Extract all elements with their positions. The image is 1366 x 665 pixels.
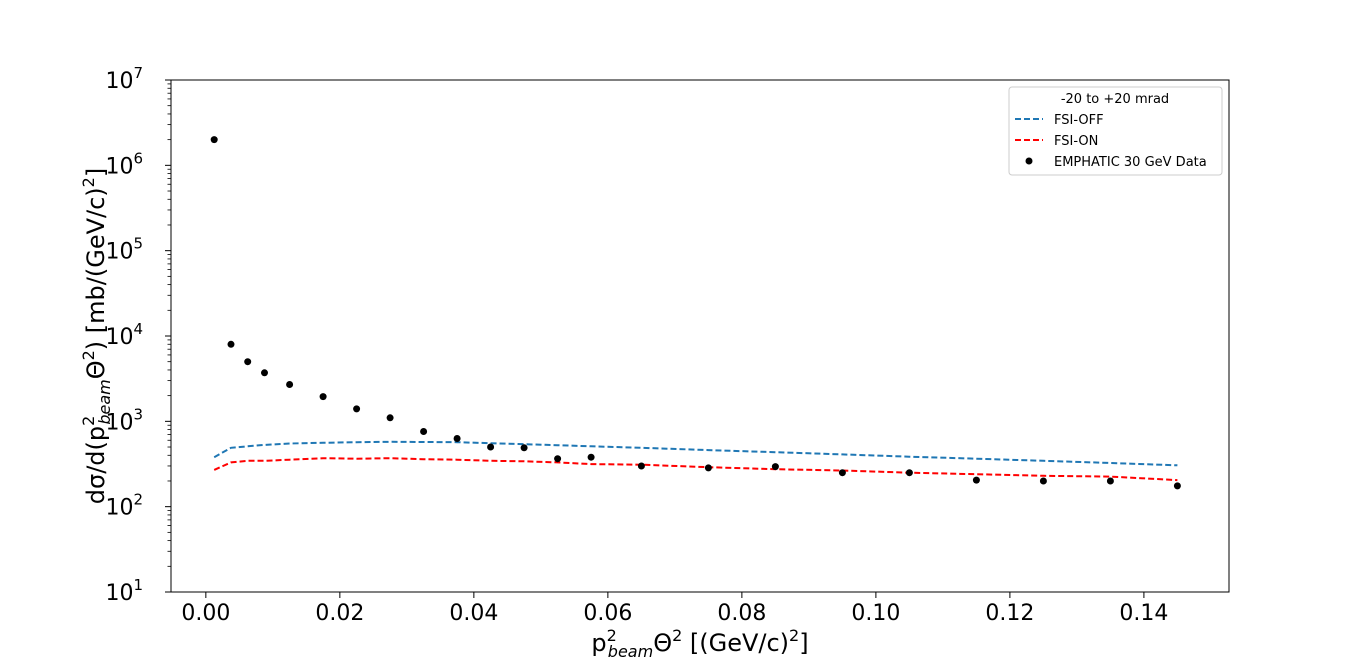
data-point xyxy=(1039,477,1047,485)
x-tick-label: 0.06 xyxy=(583,601,632,626)
data-point xyxy=(487,443,495,451)
data-point xyxy=(420,428,428,435)
legend: -20 to +20 mrad FSI-OFF FSI-ON EMPHATIC … xyxy=(1008,86,1223,176)
data-point xyxy=(1106,477,1114,485)
y-tick-label: 106 xyxy=(105,149,143,179)
data-point xyxy=(227,340,235,348)
legend-label-fsi-on: FSI-ON xyxy=(1054,134,1098,149)
x-axis-ticks: 0.00 0.02 0.04 0.06 0.08 0.10 0.12 0.14 xyxy=(181,592,1168,626)
series-line-1 xyxy=(213,457,1178,482)
y-tick-label: 103 xyxy=(105,405,143,435)
legend-title: -20 to +20 mrad xyxy=(1061,92,1169,107)
data-point xyxy=(353,405,361,413)
data-point xyxy=(905,469,913,477)
x-tick-label: 0.08 xyxy=(717,601,766,626)
y-tick-label: 101 xyxy=(105,576,143,606)
data-point xyxy=(520,444,528,452)
x-tick-label: 0.12 xyxy=(985,601,1034,626)
x-tick-label: 0.02 xyxy=(315,601,364,626)
data-point xyxy=(972,476,980,484)
y-tick-label: 105 xyxy=(105,235,143,265)
x-tick-label: 0.04 xyxy=(449,601,498,626)
legend-swatch-data xyxy=(1025,157,1033,165)
y-tick-label: 104 xyxy=(105,320,143,350)
legend-box xyxy=(1008,86,1223,176)
data-point xyxy=(838,469,846,477)
data-point xyxy=(210,136,218,144)
data-point xyxy=(771,463,779,471)
data-point xyxy=(286,381,294,388)
x-tick-label: 0.10 xyxy=(851,601,900,626)
series-line-0 xyxy=(213,440,1178,467)
x-tick-label: 0.14 xyxy=(1119,601,1168,626)
y-axis-ticks: 101 102 103 104 105 106 107 xyxy=(105,64,171,606)
data-point xyxy=(453,435,461,442)
data-layer xyxy=(210,136,1181,490)
legend-label-fsi-off: FSI-OFF xyxy=(1054,113,1104,128)
data-point xyxy=(386,414,394,422)
y-axis-label: dσ/d(p2beamΘ2) [mb/(GeV/c)2] xyxy=(79,168,114,504)
data-point xyxy=(1173,482,1181,490)
y-tick-label: 107 xyxy=(105,64,143,94)
data-point xyxy=(244,358,252,366)
data-point xyxy=(554,455,562,463)
data-point xyxy=(261,369,268,377)
x-axis-label: p2 beamΘ2 [(GeV/c)2] xyxy=(591,626,808,661)
legend-label-data: EMPHATIC 30 GeV Data xyxy=(1054,155,1207,170)
x-tick-label: 0.00 xyxy=(181,601,230,626)
data-point xyxy=(587,453,595,461)
data-point xyxy=(637,462,645,470)
data-point xyxy=(319,393,327,401)
data-point xyxy=(704,464,712,472)
y-tick-label: 102 xyxy=(105,491,143,521)
